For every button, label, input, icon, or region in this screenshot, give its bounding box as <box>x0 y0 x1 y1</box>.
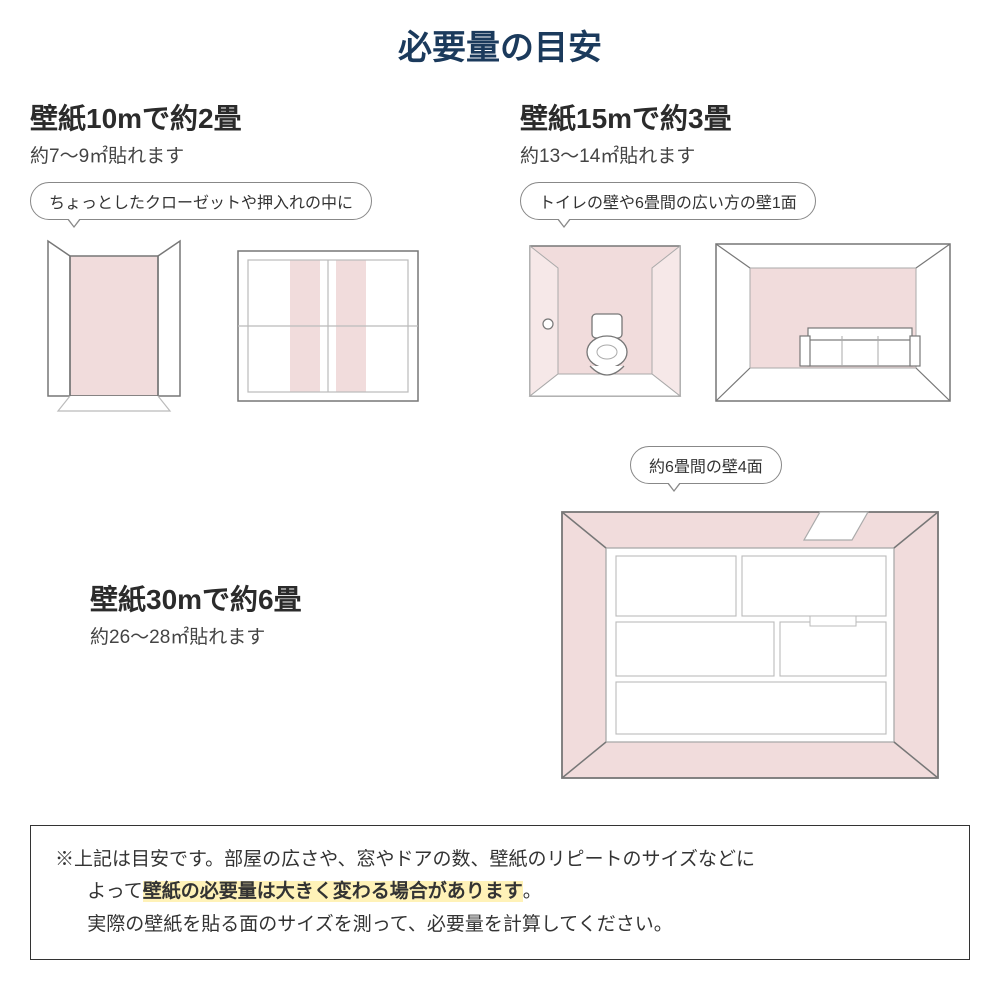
card-10m: 壁紙10mで約2畳 約7〜9㎡貼れます ちょっとしたクローゼットや押入れの中に <box>30 97 480 416</box>
note-line2-prefix: よって <box>87 881 142 902</box>
bottom-row: 壁紙30mで約6畳 約26〜28㎡貼れます 約6畳間の壁4面 <box>30 446 970 795</box>
card-30m-heading: 壁紙30mで約6畳 <box>90 578 510 618</box>
room-4walls-illustration <box>550 500 950 790</box>
note-line2-suffix: 。 <box>523 881 542 902</box>
card-30m-illus: 約6畳間の壁4面 <box>550 446 970 795</box>
card-30m-sub: 約26〜28㎡貼れます <box>90 622 510 649</box>
card-30m-speech: 約6畳間の壁4面 <box>630 446 782 484</box>
room-onewall-illustration <box>708 236 958 411</box>
card-10m-sub: 約7〜9㎡貼れます <box>30 141 480 168</box>
note-line3: 実際の壁紙を貼る面のサイズを測って、必要量を計算してください。 <box>87 909 945 941</box>
note-line1: ※上記は目安です。部屋の広さや、窓やドアの数、壁紙のリピートのサイズなどに <box>55 844 945 876</box>
note-line2: よって壁紙の必要量は大きく変わる場合があります。 <box>55 876 945 908</box>
card-10m-speech: ちょっとしたクローゼットや押入れの中に <box>30 182 372 220</box>
card-30m-text: 壁紙30mで約6畳 約26〜28㎡貼れます <box>30 578 510 663</box>
toilet-illustration <box>520 236 690 411</box>
card-10m-illus <box>30 236 480 416</box>
card-10m-heading: 壁紙10mで約2畳 <box>30 97 480 137</box>
top-row: 壁紙10mで約2畳 約7〜9㎡貼れます ちょっとしたクローゼットや押入れの中に <box>30 97 970 416</box>
card-15m-illus <box>520 236 970 411</box>
note-line2-highlight: 壁紙の必要量は大きく変わる場合があります <box>143 881 523 902</box>
note-box: ※上記は目安です。部屋の広さや、窓やドアの数、壁紙のリピートのサイズなどに よっ… <box>30 825 970 960</box>
card-15m: 壁紙15mで約3畳 約13〜14㎡貼れます トイレの壁や6畳間の広い方の壁1面 <box>520 97 970 416</box>
card-15m-speech: トイレの壁や6畳間の広い方の壁1面 <box>520 182 816 220</box>
page-title: 必要量の目安 <box>30 20 970 69</box>
closet-illustration <box>30 236 200 416</box>
card-15m-heading: 壁紙15mで約3畳 <box>520 97 970 137</box>
oshiire-illustration <box>218 236 438 416</box>
card-15m-sub: 約13〜14㎡貼れます <box>520 141 970 168</box>
